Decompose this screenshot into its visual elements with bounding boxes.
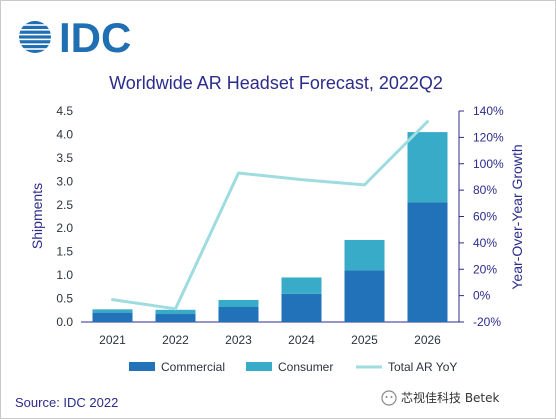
bar-commercial (281, 293, 322, 322)
wechat-eye-icon (385, 396, 388, 398)
watermark-text: 芯视佳科技 Betek (401, 390, 500, 405)
y-tick-label: 3.0 (56, 174, 73, 188)
bar-consumer (218, 299, 259, 307)
bar-commercial (218, 306, 259, 322)
x-tick-label: 2024 (288, 333, 315, 347)
y-tick-label: 3.5 (56, 151, 73, 165)
y-tick-label: 2.0 (56, 221, 73, 235)
y-tick-label: 0.0 (56, 315, 73, 329)
y2-tick-label: 140% (473, 104, 504, 118)
legend-swatch-commercial (129, 362, 155, 371)
x-tick-label: 2021 (99, 333, 126, 347)
bar-commercial (407, 202, 448, 322)
x-tick-label: 2026 (414, 333, 441, 347)
y-tick-label: 1.5 (56, 245, 73, 259)
y2-tick-label: 60% (473, 210, 497, 224)
line-series (111, 120, 429, 311)
y-tick-label: 4.5 (56, 104, 73, 118)
bar-consumer (92, 309, 133, 313)
bar-consumer (155, 309, 196, 315)
y2-tick-label: 100% (473, 157, 504, 171)
y2-tick-label: 0% (473, 289, 491, 303)
wechat-eye-icon (390, 396, 393, 398)
y2-tick-label: 40% (473, 236, 497, 250)
y-tick-label: 0.5 (56, 292, 73, 306)
x-tick-label: 2022 (162, 333, 189, 347)
y-tick-label: 1.0 (56, 268, 73, 282)
line-total-ar-yoy (111, 120, 429, 311)
globe-stripe (19, 40, 51, 44)
y-axis-title: Shipments (29, 183, 45, 249)
globe-stripe (19, 45, 51, 49)
source-note: Source: IDC 2022 (15, 395, 118, 410)
watermark: 芯视佳科技 Betek (381, 390, 500, 406)
globe-stripe (19, 35, 51, 39)
x-axis: 2021 2022 2023 2024 2025 2026 (81, 321, 459, 347)
globe-stripe (19, 25, 51, 29)
y2-tick-label: 20% (473, 262, 497, 276)
legend-label: Total AR YoY (388, 360, 457, 374)
legend: Commercial Consumer Total AR YoY (129, 360, 457, 374)
logo-text: IDC (59, 14, 131, 61)
bar-commercial (92, 312, 133, 322)
bar-series (92, 132, 448, 322)
legend-swatch-consumer (246, 362, 272, 371)
wechat-icon (381, 390, 397, 406)
x-tick-label: 2025 (351, 333, 378, 347)
globe-stripe (19, 49, 51, 53)
globe-stripe (19, 21, 51, 25)
legend-label: Consumer (278, 360, 333, 374)
y2-tick-label: -20% (473, 315, 501, 329)
bar-consumer (281, 277, 322, 294)
y2-tick-label: 120% (473, 130, 504, 144)
globe-icon (19, 21, 51, 53)
globe-stripe (19, 30, 51, 34)
bar-consumer (344, 239, 385, 271)
y2-axis-title: Year-Over-Year Growth (509, 144, 525, 289)
bar-commercial (344, 270, 385, 322)
bar-consumer (407, 132, 448, 203)
right-y-axis: -20% 0% 20% 40% 60% 80% 100% 120% 140% (458, 104, 504, 329)
y-tick-label: 2.5 (56, 198, 73, 212)
y-tick-label: 4.0 (56, 127, 73, 141)
idc-logo: IDC (19, 14, 131, 61)
y2-tick-label: 80% (473, 183, 497, 197)
left-y-axis: 0.0 0.5 1.0 1.5 2.0 2.5 3.0 3.5 4.0 4.5 (56, 104, 73, 329)
legend-label: Commercial (161, 360, 225, 374)
bar-commercial (155, 314, 196, 322)
x-tick-label: 2023 (225, 333, 252, 347)
chart-title: Worldwide AR Headset Forecast, 2022Q2 (109, 73, 443, 93)
